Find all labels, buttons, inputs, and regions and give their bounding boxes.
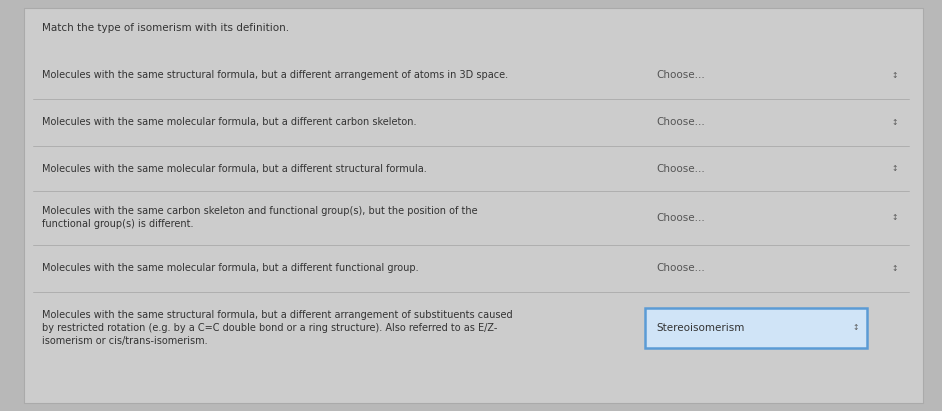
Text: ↕: ↕: [892, 164, 898, 173]
Text: Match the type of isomerism with its definition.: Match the type of isomerism with its def…: [42, 23, 289, 32]
Text: Molecules with the same molecular formula, but a different structural formula.: Molecules with the same molecular formul…: [42, 164, 427, 173]
Text: Molecules with the same structural formula, but a different arrangement of subst: Molecules with the same structural formu…: [42, 310, 513, 346]
Text: Choose...: Choose...: [657, 263, 706, 273]
Text: Molecules with the same molecular formula, but a different functional group.: Molecules with the same molecular formul…: [42, 263, 419, 273]
Text: Molecules with the same structural formula, but a different arrangement of atoms: Molecules with the same structural formu…: [42, 70, 509, 80]
Text: Choose...: Choose...: [657, 213, 706, 223]
Text: ↕: ↕: [892, 264, 898, 272]
Text: Stereoisomerism: Stereoisomerism: [657, 323, 745, 333]
Text: ↕: ↕: [892, 71, 898, 79]
Text: ↕: ↕: [892, 118, 898, 127]
Text: Molecules with the same carbon skeleton and functional group(s), but the positio: Molecules with the same carbon skeleton …: [42, 206, 478, 229]
Text: Choose...: Choose...: [657, 164, 706, 173]
FancyBboxPatch shape: [24, 8, 923, 403]
Text: Choose...: Choose...: [657, 117, 706, 127]
Text: ↕: ↕: [892, 213, 898, 222]
Text: Molecules with the same molecular formula, but a different carbon skeleton.: Molecules with the same molecular formul…: [42, 117, 417, 127]
FancyBboxPatch shape: [645, 308, 867, 348]
Text: Choose...: Choose...: [657, 70, 706, 80]
Text: ↕: ↕: [853, 323, 858, 332]
